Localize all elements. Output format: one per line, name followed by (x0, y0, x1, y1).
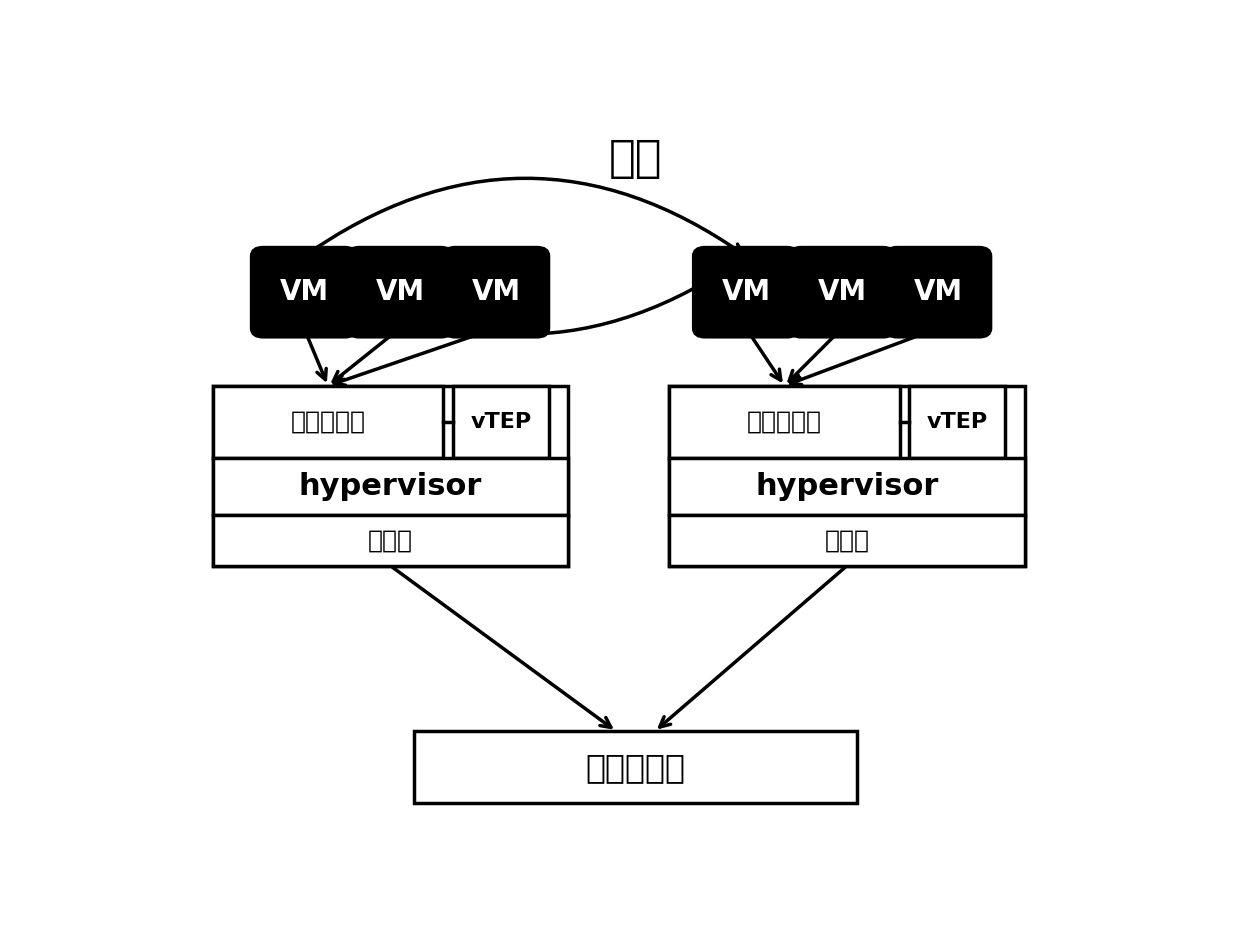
FancyBboxPatch shape (444, 248, 548, 337)
Bar (213, 458, 568, 515)
Text: vTEP: vTEP (926, 411, 988, 432)
Text: vTEP: vTEP (470, 411, 532, 432)
FancyBboxPatch shape (347, 248, 453, 337)
Bar (670, 386, 900, 458)
FancyBboxPatch shape (252, 248, 356, 337)
Bar (670, 515, 1024, 566)
FancyBboxPatch shape (693, 248, 799, 337)
FancyBboxPatch shape (790, 248, 894, 337)
Text: VM: VM (279, 279, 329, 306)
Text: 虚拟交换机: 虚拟交换机 (746, 410, 822, 434)
Bar (213, 386, 568, 566)
Text: VM: VM (722, 279, 770, 306)
Bar (909, 386, 1006, 458)
Text: 虚拟交换机: 虚拟交换机 (290, 410, 366, 434)
Text: 物理机: 物理机 (825, 528, 869, 553)
Text: VM: VM (376, 279, 424, 306)
Text: 云管理平台: 云管理平台 (585, 751, 686, 784)
Text: 物理机: 物理机 (368, 528, 413, 553)
Bar (670, 458, 1024, 515)
Bar (414, 731, 857, 803)
Text: hypervisor: hypervisor (755, 472, 939, 501)
Bar (670, 386, 1024, 566)
Text: hypervisor: hypervisor (299, 472, 482, 501)
Bar (213, 515, 568, 566)
Text: VM: VM (471, 279, 521, 306)
Text: 隧道: 隧道 (609, 137, 662, 180)
Text: VM: VM (817, 279, 867, 306)
FancyBboxPatch shape (885, 248, 991, 337)
Bar (453, 386, 549, 458)
Text: VM: VM (914, 279, 962, 306)
Bar (213, 386, 444, 458)
